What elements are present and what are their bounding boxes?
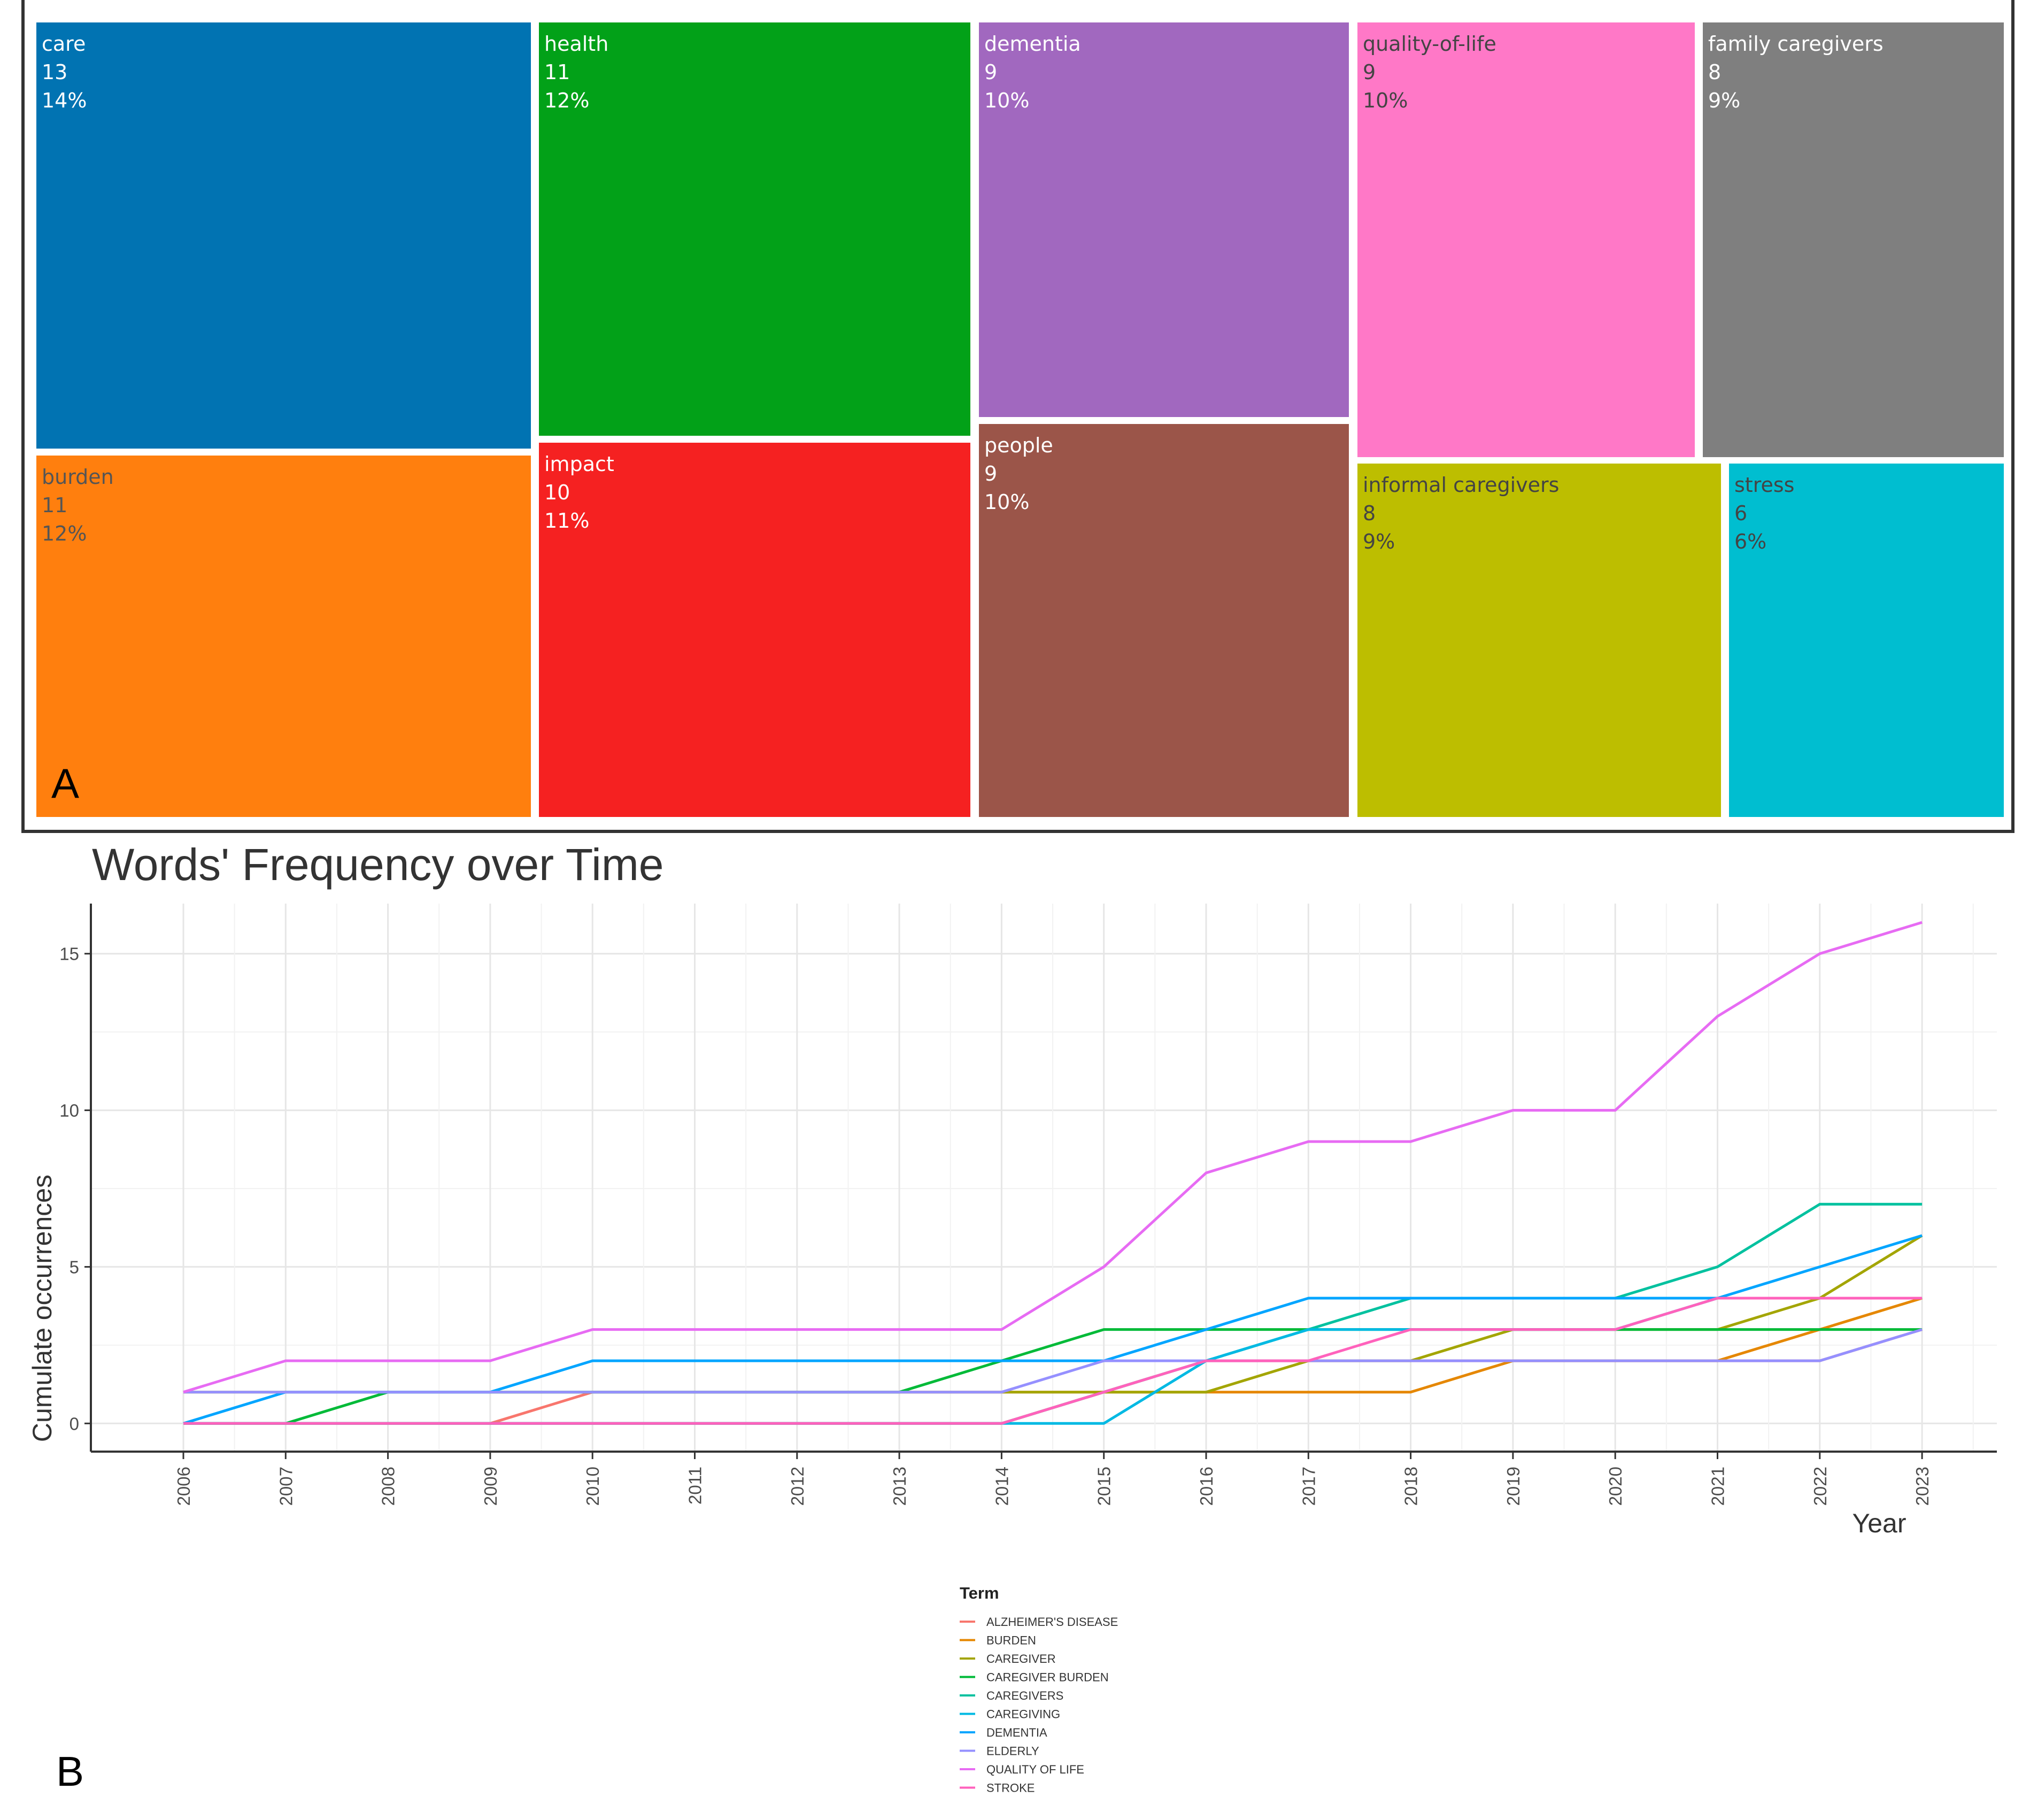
tile-percent: 14% [42,89,87,112]
treemap-tile-impact: impact 10 11% [539,443,970,817]
x-tick-label: 2011 [685,1467,705,1505]
x-tick-label: 2022 [1810,1467,1830,1506]
treemap-tile-informal-caregivers: informal caregivers 8 9% [1357,464,1721,817]
tile-term: health [544,32,609,56]
legend-label: CAREGIVER [986,1652,1056,1665]
treemap-tile-burden: burden 11 12% [36,456,531,817]
legend-label: QUALITY OF LIFE [986,1763,1084,1776]
tile-percent: 10% [984,89,1030,112]
treemap-panel: care 13 14% burden 11 12% health 11 12% impact… [21,0,2014,833]
legend-label: CAREGIVER BURDEN [986,1671,1109,1684]
y-tick-label: 5 [70,1257,79,1277]
legend-label: CAREGIVERS [986,1689,1063,1702]
tile-term: family caregivers [1708,32,1884,56]
x-tick-label: 2015 [1094,1467,1114,1506]
x-tick-label: 2013 [890,1467,909,1506]
tile-term: care [42,32,86,56]
x-tick-label: 2023 [1912,1467,1932,1506]
tile-percent: 11% [544,509,590,533]
line-chart: Words' Frequency over Time 0 5 10 15 2006 200… [27,839,1997,1795]
x-tick-label: 2008 [379,1467,398,1506]
tile-term: informal caregivers [1363,473,1560,497]
tile-count: 6 [1734,502,1748,525]
tile-count: 10 [544,481,570,504]
legend-label: BURDEN [986,1634,1036,1647]
chart-title: Words' Frequency over Time [92,839,664,890]
x-axis-label: Year [1852,1508,1906,1538]
panel-label-b: B [56,1748,84,1795]
x-tick-label: 2020 [1606,1467,1625,1506]
tile-count: 13 [42,60,68,84]
series-line [183,1328,1923,1394]
legend-label: DEMENTIA [986,1726,1047,1739]
tile-percent: 6% [1734,530,1767,553]
treemap-tile-people: people 9 10% [979,424,1349,817]
tile-percent: 9% [1708,89,1741,112]
treemap-tile-stress: stress 6 6% [1729,464,2004,817]
tile-term: burden [42,465,114,489]
chart-series-lines [183,921,1923,1425]
tile-term: stress [1734,473,1795,497]
x-tick-label: 2009 [481,1467,500,1506]
panel-label-a: A [51,760,80,807]
treemap-tile-quality-of-life: quality-of-life 9 10% [1357,22,1695,457]
x-tick-label: 2019 [1503,1467,1523,1506]
tile-count: 11 [544,60,570,84]
tile-count: 8 [1708,60,1722,84]
series-line [183,1297,1923,1425]
tile-percent: 12% [544,89,590,112]
tile-term: people [984,434,1053,457]
tile-term: impact [544,452,614,476]
line-chart-panel: Words' Frequency over Time 0 5 10 15 2006 200… [0,834,2030,1820]
x-tick-label: 2021 [1708,1467,1728,1506]
tile-count: 9 [984,462,998,485]
legend-label: CAREGIVING [986,1708,1060,1721]
x-tick-label: 2006 [174,1467,194,1506]
tile-term: quality-of-life [1363,32,1496,56]
x-tick-label: 2012 [788,1467,807,1506]
chart-legend: Term ALZHEIMER'S DISEASE BURDEN CAREGIVER C… [960,1584,1118,1795]
legend-label: ALZHEIMER'S DISEASE [986,1615,1118,1629]
tile-term: dementia [984,32,1081,56]
legend-label: STROKE [986,1782,1035,1795]
x-tick-label: 2018 [1401,1467,1421,1506]
series-line [183,921,1923,1394]
tile-count: 11 [42,493,68,517]
y-tick-label: 10 [59,1101,79,1121]
tile-percent: 10% [1363,89,1408,112]
legend-title: Term [960,1584,999,1602]
tile-count: 8 [1363,502,1376,525]
x-tick-label: 2016 [1197,1467,1216,1506]
y-axis-label: Cumulate occurrences [27,1175,57,1442]
x-tick-label: 2017 [1299,1467,1318,1506]
treemap-tile-dementia: dementia 9 10% [979,22,1349,417]
tile-count: 9 [1363,60,1376,84]
tile-count: 9 [984,60,998,84]
tile-percent: 12% [42,522,87,545]
treemap-tile-care: care 13 14% [36,22,531,449]
legend-label: ELDERLY [986,1745,1039,1758]
y-tick-label: 0 [70,1414,79,1433]
treemap-tile-health: health 11 12% [539,22,970,436]
tile-percent: 10% [984,490,1030,514]
chart-gridlines [91,904,1997,1452]
x-tick-label: 2010 [583,1467,603,1506]
y-tick-label: 15 [59,944,79,964]
chart-axes: 0 5 10 15 2006 2007 2008 2009 2010 2011 2012 2013 20… [59,904,1997,1506]
treemap-tile-family-caregivers: family caregivers 8 9% [1703,22,2004,457]
tile-percent: 9% [1363,530,1395,553]
x-tick-label: 2014 [992,1467,1012,1506]
x-tick-label: 2007 [276,1467,296,1506]
